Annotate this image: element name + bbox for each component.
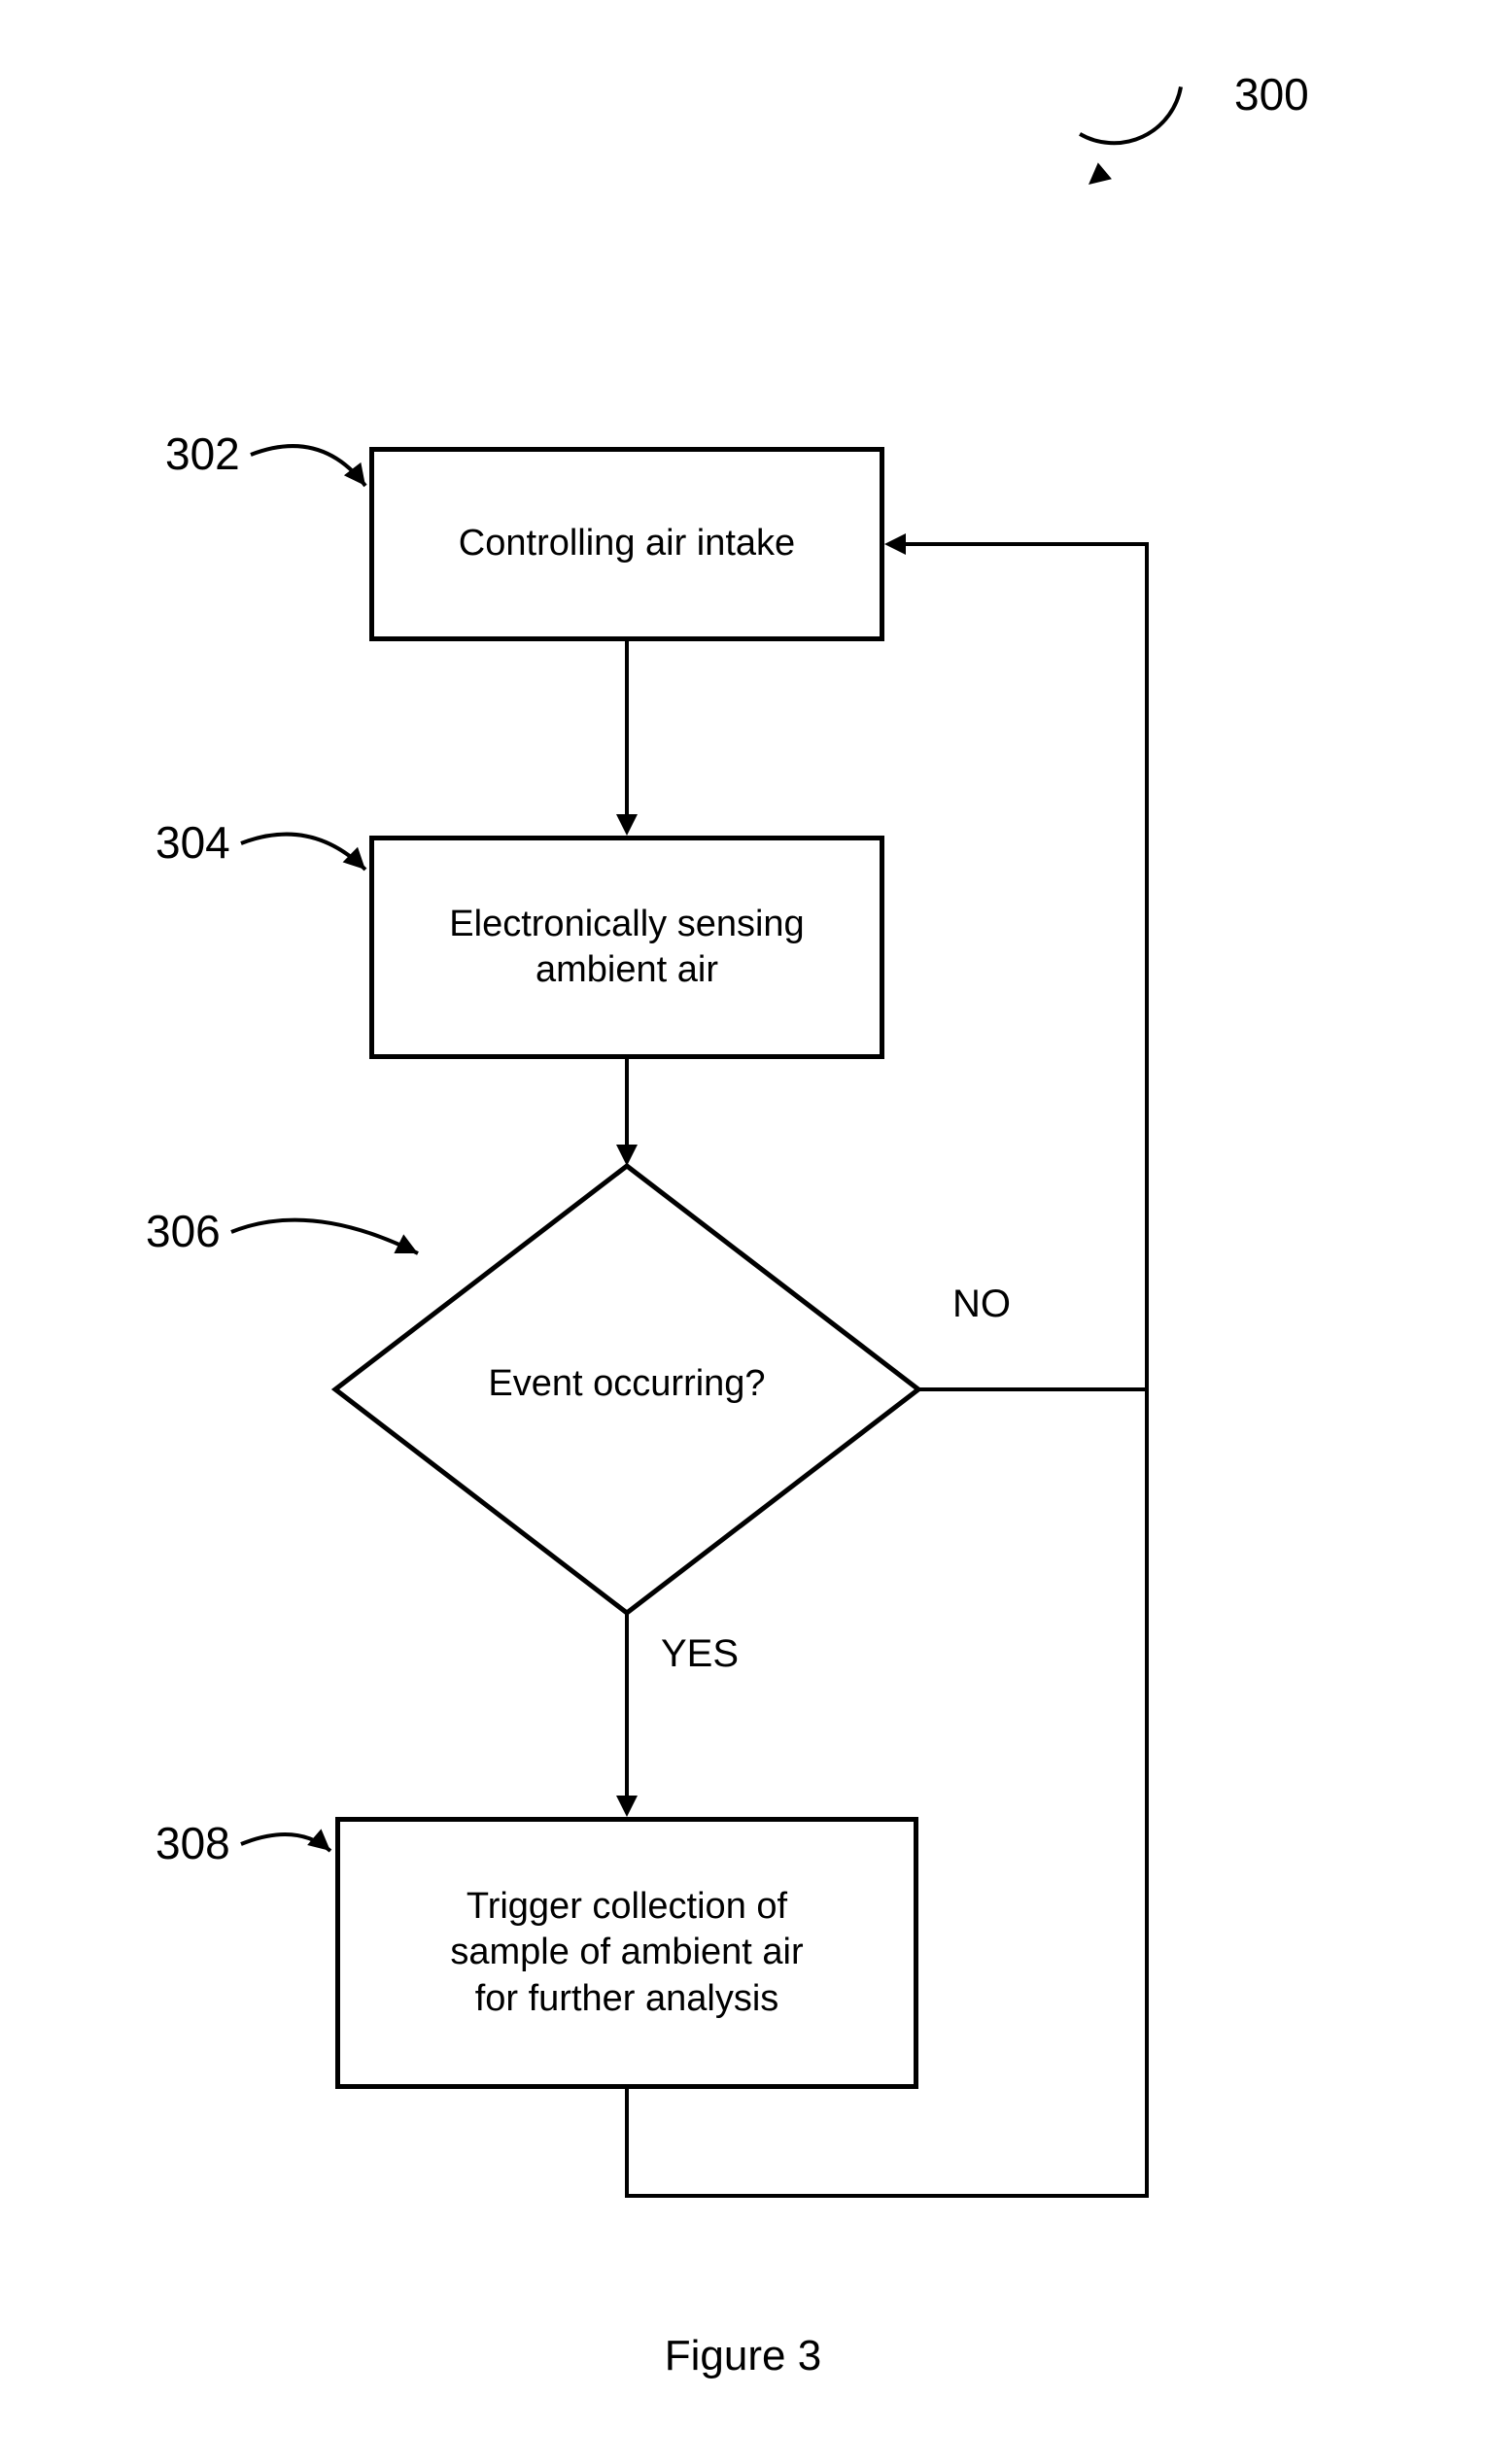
figure-caption: Figure 3 <box>0 2332 1486 2380</box>
ref-label-308: 308 <box>156 1817 230 1869</box>
node-308-trigger-collection: Trigger collection ofsample of ambient a… <box>335 1817 918 2089</box>
node-302-controlling-air-intake: Controlling air intake <box>369 447 884 641</box>
figure-ref-300: 300 <box>1234 68 1309 120</box>
node-304-sensing-ambient-air: Electronically sensingambient air <box>369 836 884 1059</box>
ref-label-304: 304 <box>156 816 230 869</box>
flowchart-stage: Controlling air intake Electronically se… <box>0 0 1486 2464</box>
node-306-event-occurring: Event occurring? <box>408 1363 846 1405</box>
node-304-text: Electronically sensingambient air <box>449 902 804 994</box>
node-308-text: Trigger collection ofsample of ambient a… <box>450 1884 803 2023</box>
node-306-text: Event occurring? <box>488 1363 765 1404</box>
ref-label-302: 302 <box>165 428 240 480</box>
node-302-text: Controlling air intake <box>459 521 795 567</box>
ref-label-306: 306 <box>146 1205 221 1257</box>
branch-label-no: NO <box>952 1283 1011 1326</box>
branch-label-yes: YES <box>661 1632 739 1676</box>
flowchart-svg <box>0 0 1486 2464</box>
